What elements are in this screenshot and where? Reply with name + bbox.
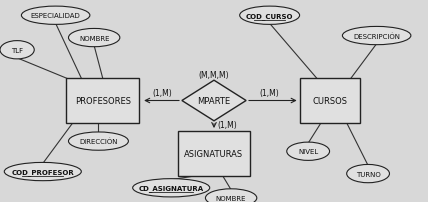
Text: (M,M,M): (M,M,M) <box>199 70 229 79</box>
Ellipse shape <box>342 27 411 45</box>
Text: NOMBRE: NOMBRE <box>79 35 110 41</box>
Text: MPARTE: MPARTE <box>197 97 231 105</box>
Text: ASIGNATURAS: ASIGNATURAS <box>184 149 244 158</box>
Ellipse shape <box>205 189 257 202</box>
Ellipse shape <box>0 41 34 60</box>
FancyBboxPatch shape <box>66 79 139 123</box>
Text: NOMBRE: NOMBRE <box>216 195 247 201</box>
Ellipse shape <box>347 165 389 183</box>
Text: (1,M): (1,M) <box>153 88 172 97</box>
Text: COD_CURSO: COD_CURSO <box>246 13 293 20</box>
Ellipse shape <box>68 29 120 47</box>
Ellipse shape <box>287 142 330 161</box>
Text: ESPECIALIDAD: ESPECIALIDAD <box>31 13 80 19</box>
Text: TLF: TLF <box>11 47 23 54</box>
Ellipse shape <box>21 7 90 25</box>
Polygon shape <box>182 81 246 121</box>
FancyBboxPatch shape <box>300 79 360 123</box>
Text: DESCRIPCIÓN: DESCRIPCIÓN <box>353 33 400 40</box>
Text: CURSOS: CURSOS <box>312 97 347 105</box>
Text: COD_PROFESOR: COD_PROFESOR <box>12 168 74 175</box>
Text: PROFESORES: PROFESORES <box>75 97 131 105</box>
Text: NIVEL: NIVEL <box>298 148 318 155</box>
Text: DIRECCIÓN: DIRECCIÓN <box>79 138 118 145</box>
Ellipse shape <box>133 179 210 197</box>
Ellipse shape <box>68 132 128 150</box>
FancyBboxPatch shape <box>178 131 250 176</box>
Ellipse shape <box>4 163 81 181</box>
Text: TURNO: TURNO <box>356 171 380 177</box>
Text: CD_ASIGNATURA: CD_ASIGNATURA <box>139 184 204 191</box>
Text: (1,M): (1,M) <box>260 88 279 97</box>
Ellipse shape <box>240 7 300 25</box>
Text: (1,M): (1,M) <box>217 121 237 130</box>
